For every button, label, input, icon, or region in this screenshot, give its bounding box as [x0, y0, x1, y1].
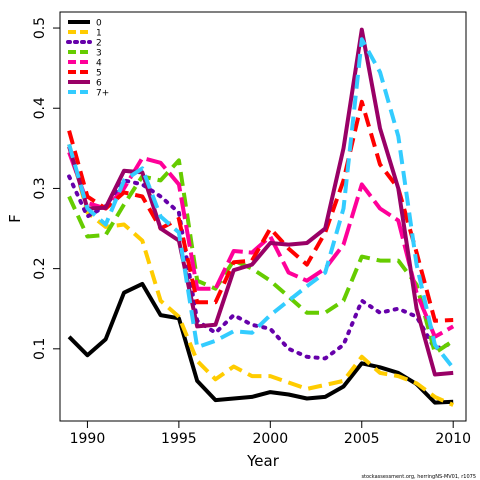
plot-area [59, 11, 467, 422]
series-layer [67, 27, 456, 407]
legend-label-2: 2 [96, 39, 102, 49]
x-axis-label: Year [246, 452, 280, 470]
legend-label-1: 1 [96, 29, 102, 39]
series-line-7+ [67, 37, 455, 370]
series-line-0 [67, 281, 454, 405]
x-axis: 1990 1995 2000 2005 2010 [70, 420, 471, 447]
x-tick-label: 2005 [344, 431, 380, 447]
x-tick-label: 1995 [161, 431, 197, 447]
y-axis-label: F [6, 214, 24, 223]
legend-label-3: 3 [96, 49, 102, 59]
y-tick-label: 0.1 [32, 338, 48, 360]
legend-label-0: 0 [96, 19, 102, 29]
x-tick-label: 2010 [435, 431, 471, 447]
x-tick-label: 2000 [252, 431, 288, 447]
series-line-5 [67, 99, 454, 323]
series-line-6 [67, 27, 454, 377]
legend-label-7+: 7+ [96, 89, 109, 99]
x-tick-label: 1990 [70, 431, 106, 447]
series-line-1 [67, 143, 455, 407]
y-axis: 0.1 0.2 0.3 0.4 0.5 [32, 17, 61, 360]
y-tick-label: 0.2 [32, 257, 48, 279]
legend-label-4: 4 [96, 59, 102, 69]
y-tick-label: 0.3 [32, 177, 48, 199]
legend-label-6: 6 [96, 79, 102, 89]
y-tick-label: 0.5 [32, 17, 48, 39]
legend-label-5: 5 [96, 69, 102, 79]
series-line-3 [67, 158, 455, 355]
series-line-2 [67, 174, 456, 361]
footnote: stockassessment.org, herringNS-MV01, r10… [361, 474, 476, 480]
y-tick-label: 0.4 [32, 97, 48, 119]
